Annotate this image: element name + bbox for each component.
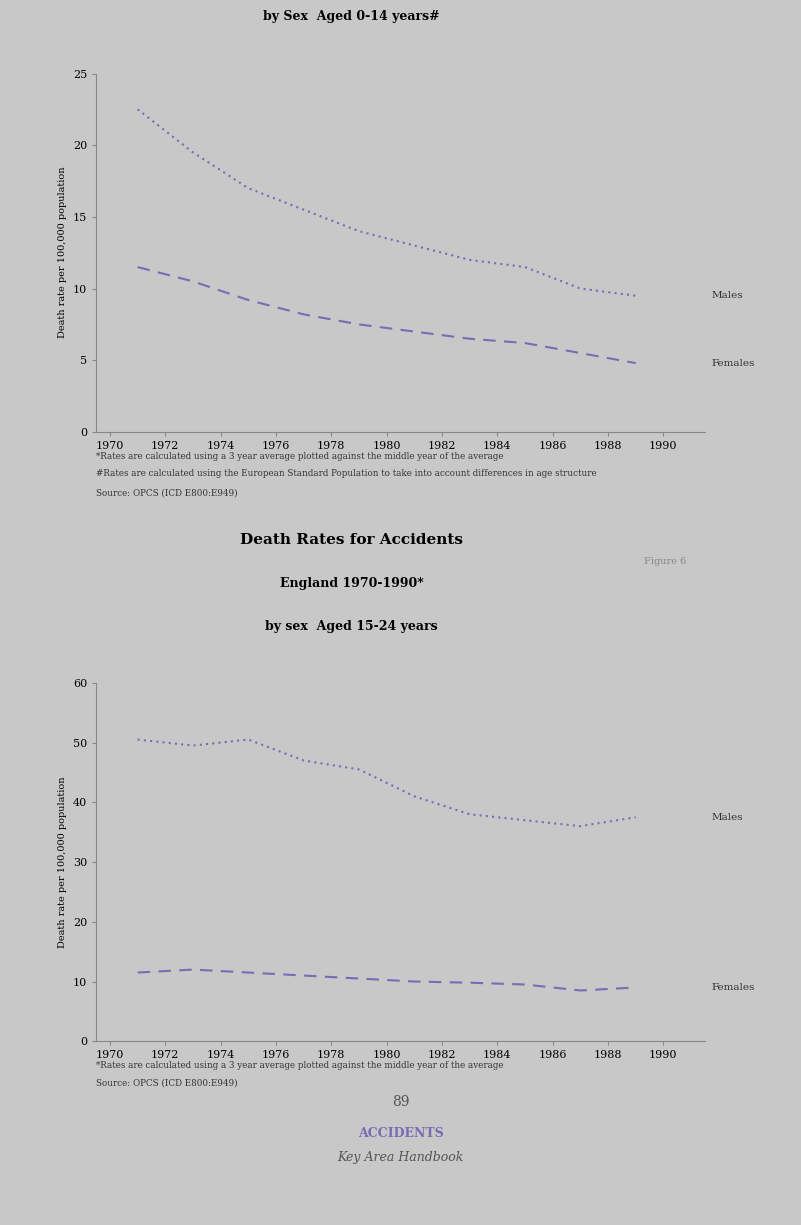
Text: Key Area Handbook: Key Area Handbook — [337, 1152, 464, 1164]
Text: *Rates are calculated using a 3 year average plotted against the middle year of : *Rates are calculated using a 3 year ave… — [96, 452, 504, 461]
Text: Females: Females — [712, 359, 755, 367]
Text: #Rates are calculated using the European Standard Population to take into accoun: #Rates are calculated using the European… — [96, 469, 597, 478]
Text: Death Rates for Accidents: Death Rates for Accidents — [240, 533, 463, 546]
Y-axis label: Death rate per 100,000 population: Death rate per 100,000 population — [58, 777, 67, 948]
Text: Source: OPCS (ICD E800:E949): Source: OPCS (ICD E800:E949) — [96, 489, 238, 497]
Text: Females: Females — [712, 982, 755, 992]
Text: Source: OPCS (ICD E800:E949): Source: OPCS (ICD E800:E949) — [96, 1078, 238, 1088]
Text: Males: Males — [712, 292, 743, 300]
Text: *Rates are calculated using a 3 year average plotted against the middle year of : *Rates are calculated using a 3 year ave… — [96, 1061, 504, 1071]
Text: Males: Males — [712, 812, 743, 822]
Text: by sex  Aged 15-24 years: by sex Aged 15-24 years — [265, 620, 438, 632]
Y-axis label: Death rate per 100,000 population: Death rate per 100,000 population — [58, 167, 67, 338]
Text: Figure 6: Figure 6 — [644, 557, 686, 566]
Text: ACCIDENTS: ACCIDENTS — [357, 1127, 444, 1139]
Text: 89: 89 — [392, 1095, 409, 1110]
Text: England 1970-1990*: England 1970-1990* — [280, 577, 424, 589]
Text: by Sex  Aged 0-14 years#: by Sex Aged 0-14 years# — [264, 10, 440, 23]
